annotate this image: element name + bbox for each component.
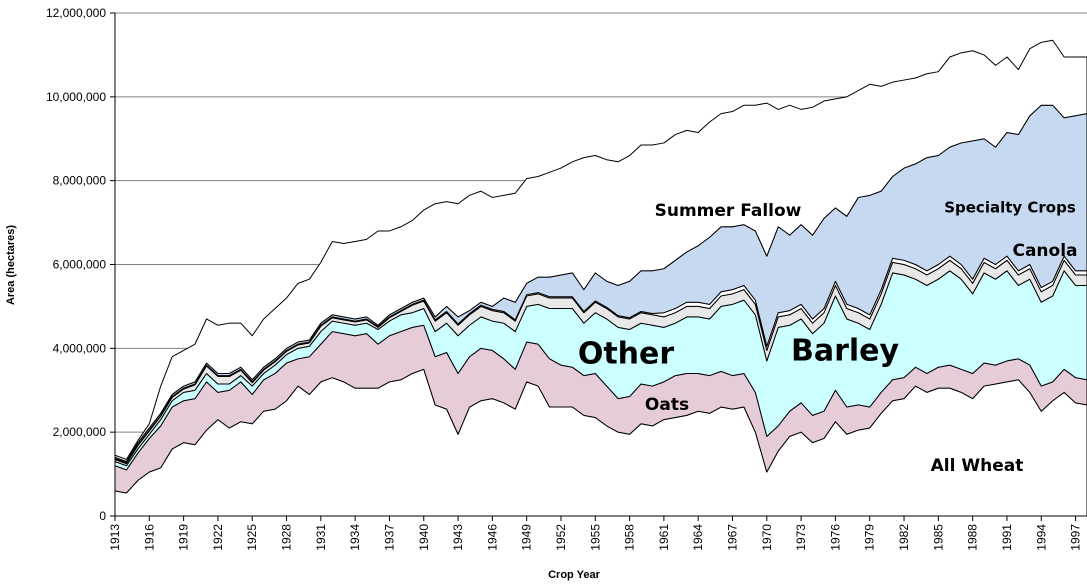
series-label: Summer Fallow <box>655 201 802 221</box>
x-tick-label: 1967 <box>726 524 740 551</box>
x-tick-label: 1961 <box>657 524 671 551</box>
y-tick-label: 12,000,000 <box>46 6 106 20</box>
x-tick-label: 1943 <box>451 524 465 551</box>
y-tick-label: 8,000,000 <box>53 174 107 188</box>
x-tick-label: 1994 <box>1034 524 1048 551</box>
area <box>114 39 1087 463</box>
x-tick-label: 1958 <box>623 524 637 551</box>
x-tick-label: 1919 <box>177 524 191 551</box>
y-tick-label: 6,000,000 <box>53 258 107 272</box>
y-tick-label: 0 <box>99 509 106 523</box>
x-tick-label: 1934 <box>348 524 362 551</box>
x-axis-title: Crop Year <box>548 569 600 581</box>
x-tick-label: 1952 <box>554 524 568 551</box>
x-tick-label: 1982 <box>897 524 911 551</box>
x-tick-label: 1991 <box>1000 524 1014 551</box>
x-tick-label: 1946 <box>485 524 499 551</box>
series-label: All Wheat <box>931 456 1024 476</box>
x-tick-label: 1976 <box>828 524 842 551</box>
x-tick-label: 1940 <box>417 524 431 551</box>
x-tick-label: 1928 <box>280 524 294 551</box>
x-tick-label: 1988 <box>966 524 980 551</box>
x-tick-label: 1922 <box>211 524 225 551</box>
series-label: Oats <box>645 395 689 415</box>
x-tick-label: 1949 <box>520 524 534 551</box>
x-tick-label: 1913 <box>108 524 122 551</box>
x-tick-label: 1931 <box>314 524 328 551</box>
x-tick-label: 1955 <box>588 524 602 551</box>
series-label: Other <box>578 337 675 372</box>
x-tick-label: 1985 <box>931 524 945 551</box>
x-tick-label: 1973 <box>794 524 808 551</box>
y-tick-label: 4,000,000 <box>53 341 107 355</box>
y-axis-title: Area (hectares) <box>5 225 17 305</box>
x-tick-label: 1925 <box>245 524 259 551</box>
x-tick-label: 1916 <box>142 524 156 551</box>
x-tick-label: 1937 <box>382 524 396 551</box>
x-tick-label: 1997 <box>1069 524 1083 551</box>
series-label: Barley <box>791 334 900 369</box>
x-tick-label: 1964 <box>691 524 705 551</box>
x-tick-label: 1970 <box>760 524 774 551</box>
y-tick-label: 10,000,000 <box>46 90 106 104</box>
y-tick-label: 2,000,000 <box>53 425 107 439</box>
series-label: Specialty Crops <box>944 199 1076 217</box>
series-label: Canola <box>1012 241 1077 261</box>
x-tick-label: 1979 <box>863 524 877 551</box>
